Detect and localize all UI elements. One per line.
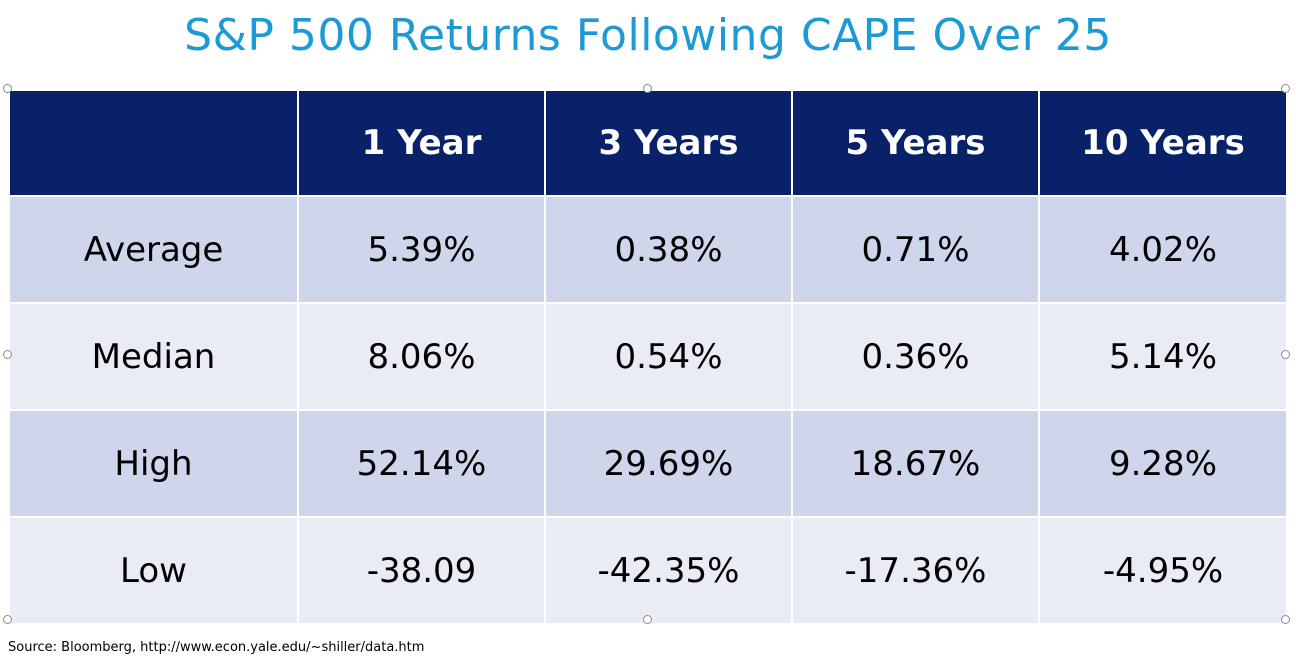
table-row-high: High 52.14% 29.69% 18.67% 9.28% [8, 409, 1288, 518]
returns-table: 1 Year 3 Years 5 Years 10 Years Average … [8, 89, 1288, 625]
table-row-low: Low -38.09 -42.35% -17.36% -4.95% [8, 516, 1288, 625]
row-label: Median [8, 302, 299, 411]
table-cell: 29.69% [544, 409, 793, 518]
table-cell: 8.06% [297, 302, 546, 411]
table-cell: 0.71% [791, 195, 1040, 304]
table-row-median: Median 8.06% 0.54% 0.36% 5.14% [8, 302, 1288, 411]
table-cell: 0.36% [791, 302, 1040, 411]
header-cell-10-years: 10 Years [1038, 89, 1288, 197]
table-cell: -17.36% [791, 516, 1040, 625]
table-cell: 4.02% [1038, 195, 1288, 304]
table-cell: 18.67% [791, 409, 1040, 518]
table-cell: 5.14% [1038, 302, 1288, 411]
source-note: Source: Bloomberg, http://www.econ.yale.… [8, 640, 425, 655]
resize-handle-middle-left[interactable] [3, 350, 12, 359]
header-cell-1-year: 1 Year [297, 89, 546, 197]
resize-handle-top-left[interactable] [3, 84, 12, 93]
table-cell: -42.35% [544, 516, 793, 625]
row-label: High [8, 409, 299, 518]
row-label: Low [8, 516, 299, 625]
table-cell: 52.14% [297, 409, 546, 518]
resize-handle-middle-right[interactable] [1281, 350, 1290, 359]
table-cell: -38.09 [297, 516, 546, 625]
resize-handle-bottom-right[interactable] [1281, 615, 1290, 624]
resize-handle-bottom-center[interactable] [643, 615, 652, 624]
header-cell-3-years: 3 Years [544, 89, 793, 197]
table-cell: 0.38% [544, 195, 793, 304]
header-cell-5-years: 5 Years [791, 89, 1040, 197]
resize-handle-top-right[interactable] [1281, 84, 1290, 93]
table-cell: -4.95% [1038, 516, 1288, 625]
page-title: S&P 500 Returns Following CAPE Over 25 [184, 10, 1112, 61]
table-cell: 0.54% [544, 302, 793, 411]
table-cell: 5.39% [297, 195, 546, 304]
table-header-row: 1 Year 3 Years 5 Years 10 Years [8, 89, 1288, 197]
header-cell-corner [8, 89, 299, 197]
resize-handle-top-center[interactable] [643, 84, 652, 93]
resize-handle-bottom-left[interactable] [3, 615, 12, 624]
table-cell: 9.28% [1038, 409, 1288, 518]
row-label: Average [8, 195, 299, 304]
table-row-average: Average 5.39% 0.38% 0.71% 4.02% [8, 195, 1288, 304]
